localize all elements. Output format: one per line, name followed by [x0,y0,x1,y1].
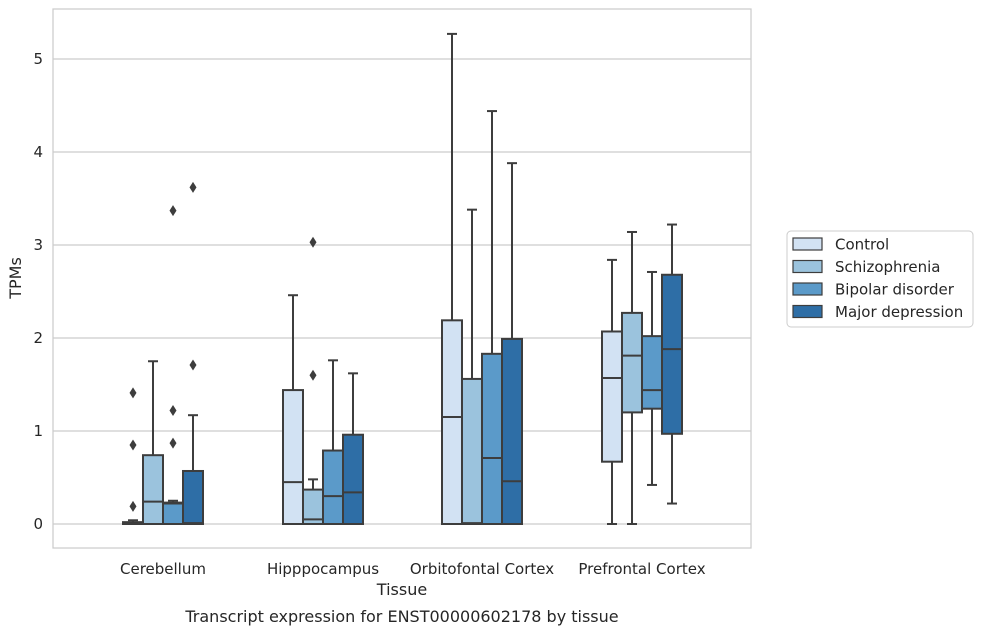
box-body [621,311,643,414]
outlier-point [189,359,197,371]
box-body [641,335,663,410]
box-body [182,469,204,525]
outlier-point [169,405,177,417]
outlier-point [169,205,177,217]
box-body [342,433,364,525]
box-major-depression [661,223,683,505]
y-axis-ticks: 0 1 2 3 4 5 [33,50,43,533]
box-major-depression [501,162,523,525]
box-body [322,449,344,525]
x-tick-label: Cerebellum [120,560,206,578]
box-body [142,454,164,525]
y-tick-label: 2 [33,329,43,347]
x-tick-label: Hipppocampus [267,560,379,578]
legend-label: Major depression [835,303,963,321]
x-axis-ticks: Cerebellum Hipppocampus Orbitofontal Corte… [120,560,706,578]
y-axis-label: TPMs [6,257,25,300]
plot-area-frame [52,8,752,549]
legend-swatch [792,282,823,296]
outlier-point [129,500,137,512]
x-tick-label: Prefrontal Cortex [578,560,705,578]
box-body [461,377,483,526]
y-tick-label: 5 [33,50,43,68]
box-body [282,389,304,525]
x-axis-label: Tissue [376,580,427,599]
box-major-depression [182,181,204,525]
y-tick-label: 4 [33,143,43,161]
box-control [441,32,463,525]
box-major-depression [342,372,364,525]
legend-frame [786,230,974,328]
box-schizophrenia [461,208,483,526]
box-control [282,294,304,525]
box-bipolar-disorder [322,359,344,525]
box-schizophrenia [142,360,164,525]
box-schizophrenia [302,236,324,525]
box-control [122,387,144,526]
box-schizophrenia [621,230,643,525]
box-bipolar-disorder [641,270,663,486]
legend-swatch [792,259,823,274]
box-body [162,501,184,525]
outlier-point [309,236,317,248]
x-tick-label: Orbitofontal Cortex [410,560,554,578]
legend-label: Control [835,236,889,254]
legend: Control Schizophrenia Bipolar disorder Majo… [786,230,974,328]
y-tick-label: 0 [33,515,43,533]
y-tick-label: 3 [33,236,43,254]
outlier-point [189,181,197,193]
outlier-point [309,369,317,381]
legend-label: Bipolar disorder [835,281,955,299]
box-bipolar-disorder [162,205,184,525]
legend-swatch [792,237,823,251]
outlier-point [169,437,177,449]
box-groups [122,32,683,526]
legend-label: Schizophrenia [835,258,940,276]
y-tick-label: 1 [33,422,43,440]
box-body [501,337,523,525]
box-bipolar-disorder [481,110,503,525]
box-body [481,352,503,525]
chart-caption: Transcript expression for ENST0000060217… [184,607,618,626]
box-body [661,273,683,435]
outlier-point [129,387,137,399]
outlier-point [129,439,137,451]
box-body [441,319,463,525]
box-control [601,258,623,525]
legend-swatch [792,304,823,319]
box-body [601,330,623,463]
